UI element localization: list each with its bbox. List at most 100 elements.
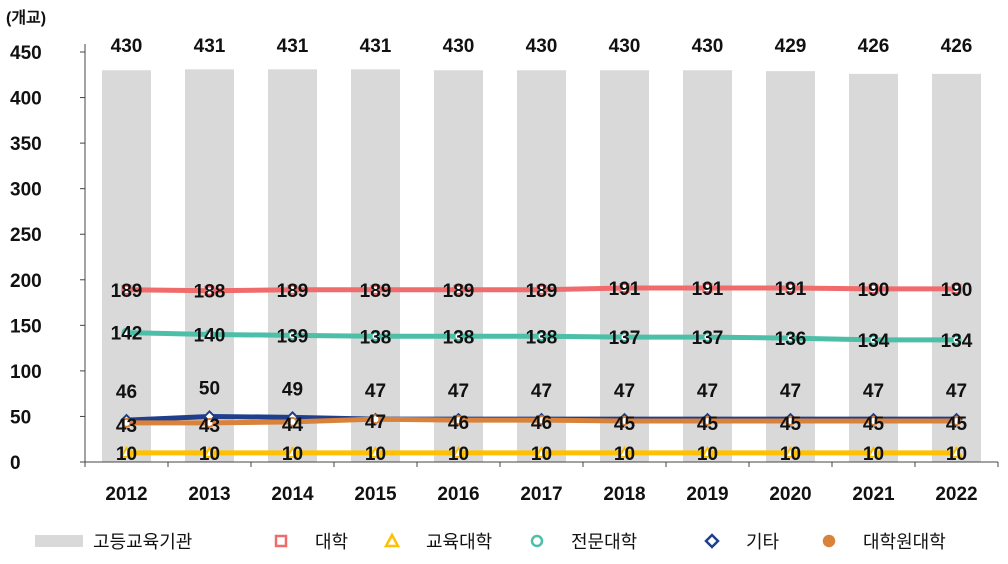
line-data-label: 43 xyxy=(116,416,137,437)
line-data-label: 142 xyxy=(111,324,143,345)
x-tick-label: 2019 xyxy=(686,484,728,505)
line-marker xyxy=(700,445,715,458)
line-data-label: 10 xyxy=(863,444,884,465)
y-unit-label: (개교) xyxy=(6,8,46,27)
line-marker xyxy=(785,416,796,426)
x-tick-label: 2022 xyxy=(935,484,977,505)
bar xyxy=(185,69,234,463)
line-data-label: 45 xyxy=(863,414,885,435)
bar xyxy=(517,70,566,462)
bar-data-label: 426 xyxy=(941,36,973,57)
legend-label: 고등교육기관 xyxy=(93,532,192,552)
line-data-label: 47 xyxy=(614,381,635,402)
y-tick-label: 0 xyxy=(10,453,21,474)
y-tick-label: 50 xyxy=(10,407,31,428)
line-data-label: 189 xyxy=(360,281,392,302)
line-marker xyxy=(702,332,713,343)
line-data-label: 191 xyxy=(692,279,724,300)
line-data-label: 49 xyxy=(282,379,303,400)
y-tick-label: 300 xyxy=(10,180,42,201)
y-tick-label: 450 xyxy=(10,43,42,64)
x-tick-label: 2012 xyxy=(105,484,147,505)
legend-label: 전문대학 xyxy=(571,532,637,552)
line-data-label: 10 xyxy=(116,444,137,465)
line-data-label: 47 xyxy=(365,412,386,433)
line-marker xyxy=(202,445,217,458)
line-marker xyxy=(866,445,881,458)
line-data-label: 50 xyxy=(199,378,220,399)
line-data-label: 189 xyxy=(277,281,309,302)
line-data-label: 43 xyxy=(199,416,220,437)
line-data-label: 138 xyxy=(360,327,392,348)
line-marker xyxy=(868,416,879,426)
line-marker xyxy=(617,445,632,458)
line-data-label: 44 xyxy=(282,415,304,436)
line-marker xyxy=(287,416,298,427)
line-marker xyxy=(119,445,134,458)
line-data-label: 47 xyxy=(697,381,718,402)
line-marker xyxy=(536,415,547,426)
line-data-label: 10 xyxy=(448,444,469,465)
line-marker xyxy=(204,285,215,296)
line-data-label: 46 xyxy=(448,413,469,434)
line-data-label: 189 xyxy=(443,281,475,302)
line-data-label: 46 xyxy=(531,413,552,434)
line-marker xyxy=(702,416,713,426)
line-data-label: 10 xyxy=(199,444,220,465)
line-marker xyxy=(453,284,464,295)
line-marker xyxy=(785,282,796,293)
line-marker xyxy=(285,445,300,458)
line-marker xyxy=(204,329,215,340)
line-data-label: 137 xyxy=(692,328,724,349)
x-tick-label: 2021 xyxy=(852,484,895,505)
y-tick-label: 350 xyxy=(10,134,42,155)
line-marker xyxy=(868,283,879,294)
x-tick-label: 2014 xyxy=(271,484,314,505)
legend-label: 대학 xyxy=(315,532,348,552)
line-data-label: 134 xyxy=(858,331,890,352)
line-marker xyxy=(121,417,132,428)
line-marker xyxy=(868,334,879,345)
bar-data-label: 429 xyxy=(775,36,807,57)
bar-data-label: 426 xyxy=(858,36,890,57)
line-marker xyxy=(370,284,381,295)
bar xyxy=(268,69,317,463)
line-data-label: 10 xyxy=(531,444,552,465)
line-data-label: 10 xyxy=(780,444,801,465)
bar xyxy=(600,70,649,462)
bar xyxy=(932,73,981,462)
y-tick-label: 250 xyxy=(10,225,42,246)
line-data-label: 139 xyxy=(277,326,309,347)
axis-layer: 0 50 100 150 200 250 300 350 400 450 2012 2013 2014 2… xyxy=(10,43,999,505)
line-marker xyxy=(368,445,383,458)
x-tick-label: 2013 xyxy=(188,484,230,505)
y-tick-label: 150 xyxy=(10,316,42,337)
line-data-label: 138 xyxy=(526,327,558,348)
legend-label: 기타 xyxy=(746,532,780,552)
line-marker xyxy=(951,283,962,294)
line-marker xyxy=(204,417,215,428)
line-data-label: 47 xyxy=(946,381,967,402)
line-data-label: 47 xyxy=(365,381,386,402)
line-data-label: 46 xyxy=(116,382,137,403)
line-data-label: 191 xyxy=(609,279,641,300)
line-marker xyxy=(453,415,464,426)
line-marker xyxy=(451,445,466,458)
line-marker xyxy=(951,416,962,426)
bar-data-label: 430 xyxy=(526,36,558,57)
line-marker xyxy=(121,327,132,338)
bar xyxy=(351,69,400,463)
line-data-label: 137 xyxy=(609,328,641,349)
bar-series-layer xyxy=(102,69,981,463)
legend-label: 교육대학 xyxy=(426,532,492,552)
bar xyxy=(849,73,898,462)
bar xyxy=(683,70,732,462)
bar-data-label: 430 xyxy=(692,36,724,57)
line-data-label: 10 xyxy=(365,444,386,465)
x-tick-label: 2018 xyxy=(603,484,645,505)
line-marker xyxy=(287,330,298,341)
line-data-label: 45 xyxy=(946,414,968,435)
line-marker xyxy=(370,414,381,425)
line-marker xyxy=(536,331,547,342)
